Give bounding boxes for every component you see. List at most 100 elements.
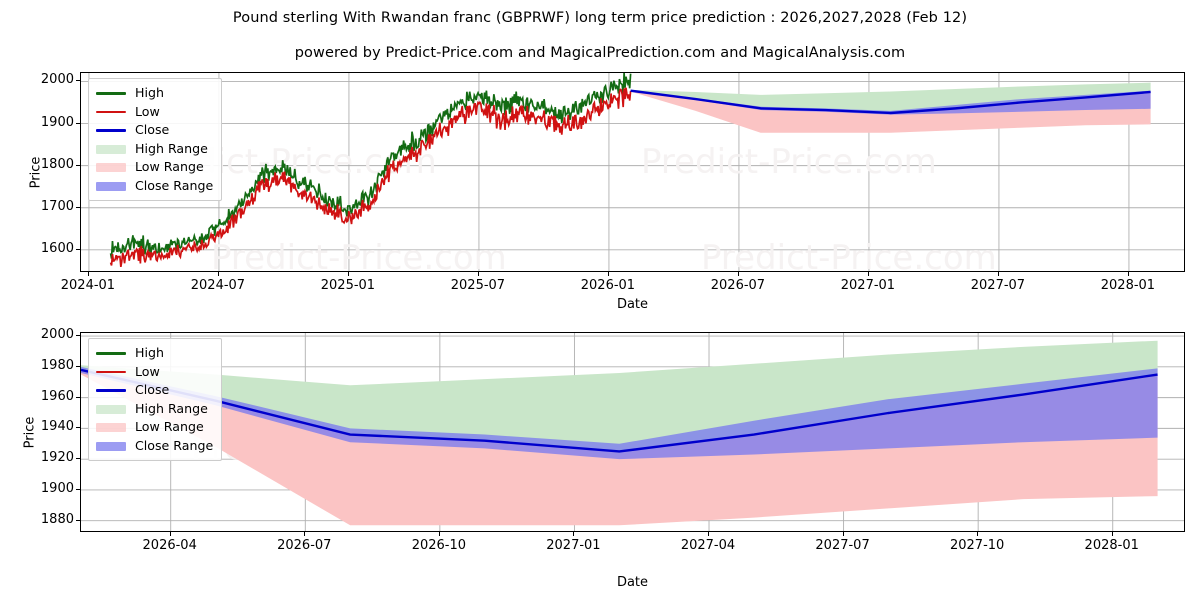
close-forecast-line — [81, 368, 1158, 453]
close-range-band — [81, 366, 1158, 460]
x-axis-tick-label: 2024-07 — [190, 278, 246, 293]
x-axis-tick-mark — [977, 532, 979, 536]
legend-item-label: Low Range — [135, 419, 204, 435]
legend-item-label: High Range — [135, 140, 208, 156]
legend-patch-swatch-icon — [96, 160, 126, 174]
legend-item-label: Close Range — [135, 177, 214, 193]
x-axis-tick-label: 2027-07 — [815, 538, 870, 553]
y-axis-tick-mark — [76, 248, 80, 250]
historical-high-line — [109, 73, 632, 259]
y-axis-tick-label: 1600 — [40, 240, 74, 256]
x-axis-tick-mark — [169, 532, 171, 536]
high-range-band — [630, 82, 1151, 113]
y-axis-tick-label: 1940 — [40, 419, 74, 435]
chart-legend: High Low Close High Range Low Range Close Ran… — [88, 338, 223, 461]
legend-swatch-fill — [96, 181, 126, 191]
y-axis-tick-mark — [76, 427, 80, 429]
x-axis-tick-label: 2028-01 — [1084, 538, 1139, 553]
legend-line-swatch-icon — [96, 123, 126, 137]
legend-item-label: Low — [135, 103, 160, 119]
x-axis-tick-mark — [737, 272, 739, 276]
legend-item-label: High Range — [135, 400, 208, 416]
legend-swatch-fill — [96, 352, 126, 355]
chart-legend: High Low Close High Range Low Range Close Ran… — [88, 78, 223, 201]
watermark-text: Predict-Price.com — [211, 238, 507, 272]
x-axis-tick-label: 2027-01 — [546, 538, 601, 553]
legend-item-low[interactable]: Low — [96, 103, 213, 122]
x-axis-tick-label: 2027-10 — [949, 538, 1005, 553]
x-axis-tick-label: 2025-07 — [450, 278, 506, 293]
x-axis-tick-label: 2024-01 — [60, 278, 116, 293]
x-axis-tick-mark — [347, 272, 349, 276]
legend-line-swatch-icon — [96, 383, 126, 397]
y-axis-tick-mark — [76, 365, 80, 367]
y-axis-tick-mark — [76, 122, 80, 124]
y-axis-tick-label: 1880 — [40, 511, 74, 527]
legend-line-swatch-icon — [96, 86, 126, 100]
page-subtitle: powered by Predict-Price.com and Magical… — [294, 45, 906, 61]
y-axis-tick-label: 1980 — [40, 357, 74, 373]
legend-item-label: Low — [135, 363, 160, 379]
legend-item-label: Low Range — [135, 159, 204, 175]
legend-swatch-fill — [96, 370, 126, 374]
x-axis-tick-label: 2028-01 — [1100, 278, 1156, 293]
y-axis-tick-label: 1700 — [40, 198, 74, 214]
legend-swatch-fill — [96, 404, 126, 414]
y-axis-tick-label: 1920 — [40, 450, 74, 466]
legend-item-close[interactable]: Close — [96, 121, 213, 140]
legend-item-close-range[interactable]: Close Range — [96, 437, 213, 456]
legend-item-low[interactable]: Low — [96, 363, 213, 382]
x-axis-tick-mark — [867, 272, 869, 276]
y-axis-tick-label: 2000 — [40, 327, 74, 343]
legend-item-close[interactable]: Close — [96, 381, 213, 400]
y-axis-tick-mark — [76, 396, 80, 398]
y-axis-tick-label: 1800 — [40, 156, 74, 172]
close-forecast-line — [630, 89, 1151, 115]
watermark-text: Predict-Price.com — [641, 142, 937, 182]
y-axis-tick-label: 1900 — [40, 480, 74, 496]
legend-swatch-fill — [96, 389, 126, 392]
legend-item-high-range[interactable]: High Range — [96, 140, 213, 159]
legend-item-low-range[interactable]: Low Range — [96, 418, 213, 437]
x-axis-tick-mark — [477, 272, 479, 276]
x-axis-tick-mark — [217, 272, 219, 276]
x-axis-tick-label: 2026-07 — [277, 538, 332, 553]
x-axis-tick-label: 2027-07 — [970, 278, 1026, 293]
x-axis-tick-label: 2027-01 — [840, 278, 896, 293]
legend-item-high[interactable]: High — [96, 344, 213, 363]
legend-item-low-range[interactable]: Low Range — [96, 158, 213, 177]
legend-swatch-fill — [96, 144, 126, 154]
legend-patch-swatch-icon — [96, 420, 126, 434]
legend-swatch-fill — [96, 441, 126, 451]
legend-swatch-fill — [96, 92, 126, 95]
x-axis-tick-mark — [573, 532, 575, 536]
legend-item-high-range[interactable]: High Range — [96, 400, 213, 419]
y-axis-tick-mark — [76, 164, 80, 166]
x-axis-tick-mark — [438, 532, 440, 536]
x-axis-tick-mark — [1111, 532, 1113, 536]
legend-patch-swatch-icon — [96, 402, 126, 416]
low-range-band — [630, 90, 1151, 133]
y-axis-tick-mark — [76, 458, 80, 460]
legend-item-label: Close — [135, 122, 170, 138]
legend-item-close-range[interactable]: Close Range — [96, 177, 213, 196]
legend-item-label: Close — [135, 382, 170, 398]
legend-patch-swatch-icon — [96, 439, 126, 453]
x-axis-tick-label: 2026-04 — [142, 538, 197, 553]
x-axis-tick-mark — [607, 272, 609, 276]
top-chart-canvas: Predict-Price.com Predict-Price.com Predic… — [81, 73, 1184, 272]
historical-low-line — [109, 87, 632, 268]
x-axis-tick-label: 2026-10 — [411, 538, 467, 553]
legend-swatch-fill — [96, 423, 126, 433]
y-axis-tick-mark — [76, 80, 80, 82]
x-axis-tick-mark — [87, 272, 89, 276]
y-axis-tick-mark — [76, 335, 80, 337]
x-axis-tick-label: 2026-01 — [580, 278, 636, 293]
y-axis-tick-label: 1960 — [40, 388, 74, 404]
bottom-chart-x-axis-label: Date — [616, 575, 649, 590]
legend-item-high[interactable]: High — [96, 84, 213, 103]
legend-line-swatch-icon — [96, 105, 126, 119]
x-axis-tick-mark — [304, 532, 306, 536]
